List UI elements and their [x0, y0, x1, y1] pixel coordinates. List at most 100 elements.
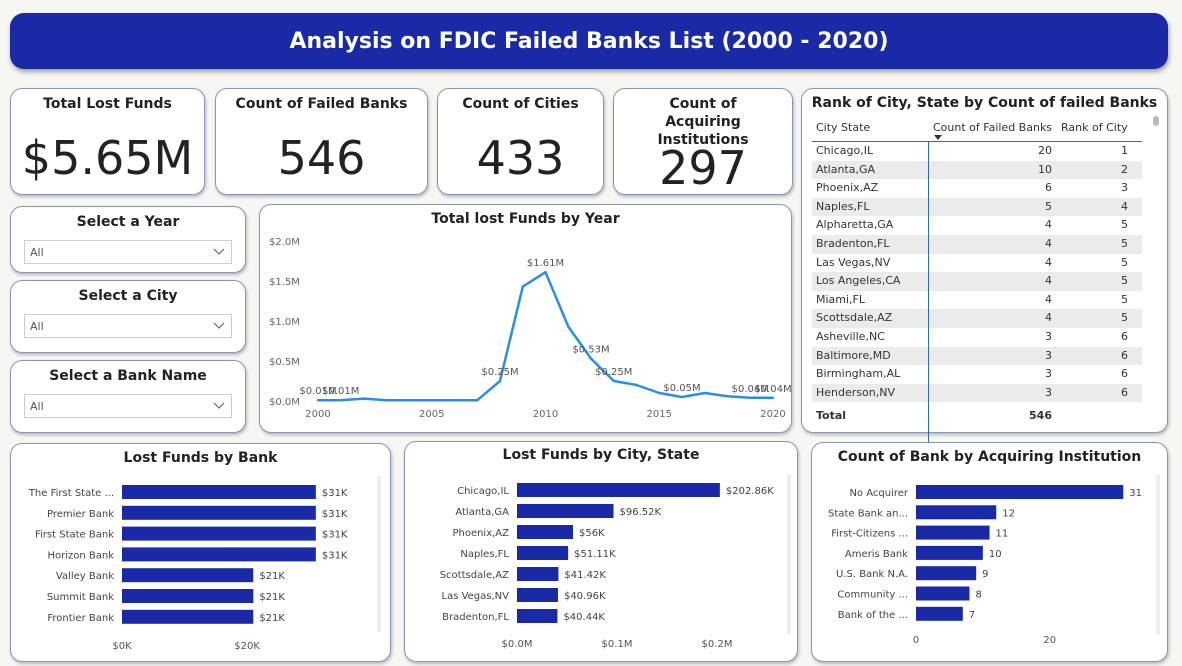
header-city-state[interactable]: City State — [816, 121, 871, 134]
category-label: Premier Bank — [47, 509, 114, 520]
category-label: Frontier Bank — [47, 613, 114, 624]
kpi-card-failed-banks[interactable]: Count of Failed Banks 546 — [215, 88, 428, 195]
cell-city-state: Los Angeles,CA — [816, 274, 901, 288]
table-row[interactable]: Phoenix,AZ 6 3 — [812, 179, 1142, 198]
cell-count: 4 — [1045, 311, 1052, 325]
table-row[interactable]: Miami,FL 4 5 — [812, 291, 1142, 310]
table-scrollbar[interactable] — [1153, 116, 1159, 126]
table-row[interactable]: Alpharetta,GA 4 5 — [812, 216, 1142, 235]
category-label: State Bank an... — [828, 508, 908, 519]
table-title: Rank of City, State by Count of failed B… — [811, 95, 1158, 111]
data-label: $202.86K — [726, 486, 774, 497]
data-point — [544, 271, 547, 274]
dropdown-value: All — [30, 320, 44, 333]
data-label: $0.25M — [481, 367, 518, 378]
bar — [916, 545, 983, 560]
data-label: $41.42K — [564, 570, 606, 581]
y-tick-label: $0.5M — [269, 357, 300, 368]
data-point — [362, 397, 365, 400]
data-label: $31K — [322, 550, 348, 561]
chart-scrollbar[interactable] — [1156, 475, 1160, 635]
cell-rank: 6 — [1121, 367, 1128, 381]
city-dropdown[interactable]: All — [24, 314, 232, 338]
x-tick-label: 2005 — [419, 409, 444, 420]
data-point — [476, 399, 479, 402]
table-row[interactable]: Los Angeles,CA 4 5 — [812, 272, 1142, 291]
dropdown-value: All — [30, 246, 44, 259]
slicer-label: Select a Bank Name — [49, 368, 207, 384]
table-row[interactable]: Henderson,NV 3 6 — [812, 383, 1142, 403]
kpi-label: Count of Failed Banks — [235, 96, 408, 112]
cell-rank: 2 — [1121, 162, 1128, 176]
bar — [517, 504, 614, 518]
header-count[interactable]: Count of Failed Banks — [933, 121, 1053, 134]
kpi-value: 297 — [659, 141, 747, 195]
kpi-label: Total Lost Funds — [43, 96, 172, 112]
kpi-card-acquiring[interactable]: Count of Acquiring Institutions 297 — [613, 88, 793, 195]
cell-city-state: Miami,FL — [816, 292, 866, 306]
cell-rank: 1 — [1121, 144, 1128, 157]
data-label: $40.44K — [563, 612, 605, 623]
bar — [916, 525, 990, 540]
table-row[interactable]: Naples,FL 5 4 — [812, 197, 1142, 217]
data-point — [407, 399, 411, 402]
year-dropdown[interactable]: All — [24, 240, 232, 264]
city-bar-card[interactable]: Lost Funds by City, State Chicago,IL $202… — [404, 441, 798, 662]
x-tick-label: 0 — [913, 635, 919, 646]
category-label: Community ... — [837, 590, 908, 601]
chart-scrollbar[interactable] — [787, 474, 791, 634]
bar — [916, 566, 977, 581]
category-label: Horizon Bank — [47, 550, 114, 561]
data-point — [567, 325, 570, 328]
bank-bar-card[interactable]: Lost Funds by Bank The First State ... $3… — [10, 443, 391, 662]
data-label: 9 — [982, 569, 988, 580]
chart-scrollbar[interactable] — [377, 476, 381, 632]
table-row[interactable]: Birmingham,AL 3 6 — [812, 365, 1142, 384]
bar — [517, 609, 558, 623]
table-row[interactable]: Atlanta,GA 10 2 — [812, 160, 1142, 180]
cell-rank: 4 — [1121, 199, 1128, 213]
cell-rank: 5 — [1121, 218, 1128, 232]
cell-rank: 5 — [1121, 236, 1128, 250]
year-slicer: Select a Year All — [10, 206, 246, 273]
data-label: $56K — [579, 528, 605, 539]
x-tick-label: $20K — [234, 641, 260, 652]
data-label: $0.01M — [299, 386, 336, 397]
bank-dropdown[interactable]: All — [24, 394, 232, 418]
rank-table: City State Count of Failed Banks Rank of… — [812, 115, 1142, 453]
cell-city-state: Atlanta,GA — [816, 162, 876, 176]
data-point — [680, 395, 684, 399]
data-label: 12 — [1002, 508, 1015, 519]
kpi-card-cities[interactable]: Count of Cities 433 — [437, 88, 604, 195]
rank-table-card[interactable]: Rank of City, State by Count of failed B… — [801, 88, 1168, 453]
data-label: $1.61M — [527, 258, 564, 269]
table-row[interactable]: Asheville,NC 3 6 — [812, 328, 1142, 347]
data-label: $0.53M — [572, 345, 609, 356]
data-point — [635, 383, 638, 387]
data-label: $0.04M — [732, 384, 769, 395]
acquirer-bar-card[interactable]: Count of Bank by Acquiring Institution N… — [811, 442, 1168, 662]
x-tick-label: 2015 — [647, 409, 672, 420]
cell-count: 3 — [1045, 367, 1052, 381]
bar — [517, 567, 559, 581]
kpi-value: 433 — [476, 131, 565, 185]
cell-count: 3 — [1045, 385, 1052, 399]
cell-rank: 5 — [1121, 255, 1128, 269]
cell-city-state: Naples,FL — [816, 199, 870, 213]
table-row[interactable]: Baltimore,MD 3 6 — [812, 346, 1142, 366]
kpi-card-total-lost-funds[interactable]: Total Lost Funds $5.65M — [10, 88, 205, 195]
table-row[interactable]: Bradenton,FL 4 5 — [812, 234, 1142, 254]
category-label: First State Bank — [35, 530, 114, 541]
table-row[interactable]: Las Vegas,NV 4 5 — [812, 254, 1142, 273]
bar — [122, 609, 254, 624]
line-chart-card[interactable]: Total lost Funds by Year $0.0M $0.5M $1.0M… — [259, 204, 792, 433]
data-point — [385, 399, 388, 402]
table-row[interactable]: Scottsdale,AZ 4 5 — [812, 309, 1142, 328]
table-row[interactable]: Chicago,IL 20 1 — [812, 142, 1142, 161]
header-rank[interactable]: Rank of City — [1061, 121, 1128, 134]
data-point — [316, 399, 320, 402]
cell-count: 4 — [1045, 292, 1052, 306]
cell-city-state: Alpharetta,GA — [816, 218, 894, 232]
cell-city-state: Asheville,NC — [816, 329, 885, 343]
cell-count: 10 — [1038, 162, 1052, 176]
